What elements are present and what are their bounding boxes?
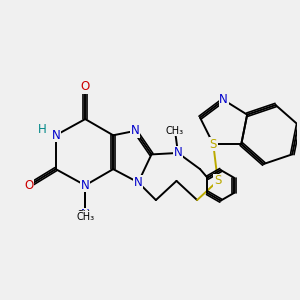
Text: N: N [81,179,90,192]
Text: N: N [131,124,140,137]
Text: H: H [38,123,47,136]
Text: N: N [81,208,90,221]
Text: S: S [214,174,221,188]
Text: CH₃: CH₃ [166,126,184,136]
Text: O: O [25,179,34,192]
Text: N: N [134,176,142,189]
Text: N: N [219,93,228,106]
Text: N: N [174,146,182,159]
Text: CH₃: CH₃ [76,212,94,222]
Text: S: S [210,138,217,151]
Text: CH₃: CH₃ [76,210,94,220]
Text: N: N [51,129,60,142]
Text: O: O [81,80,90,93]
